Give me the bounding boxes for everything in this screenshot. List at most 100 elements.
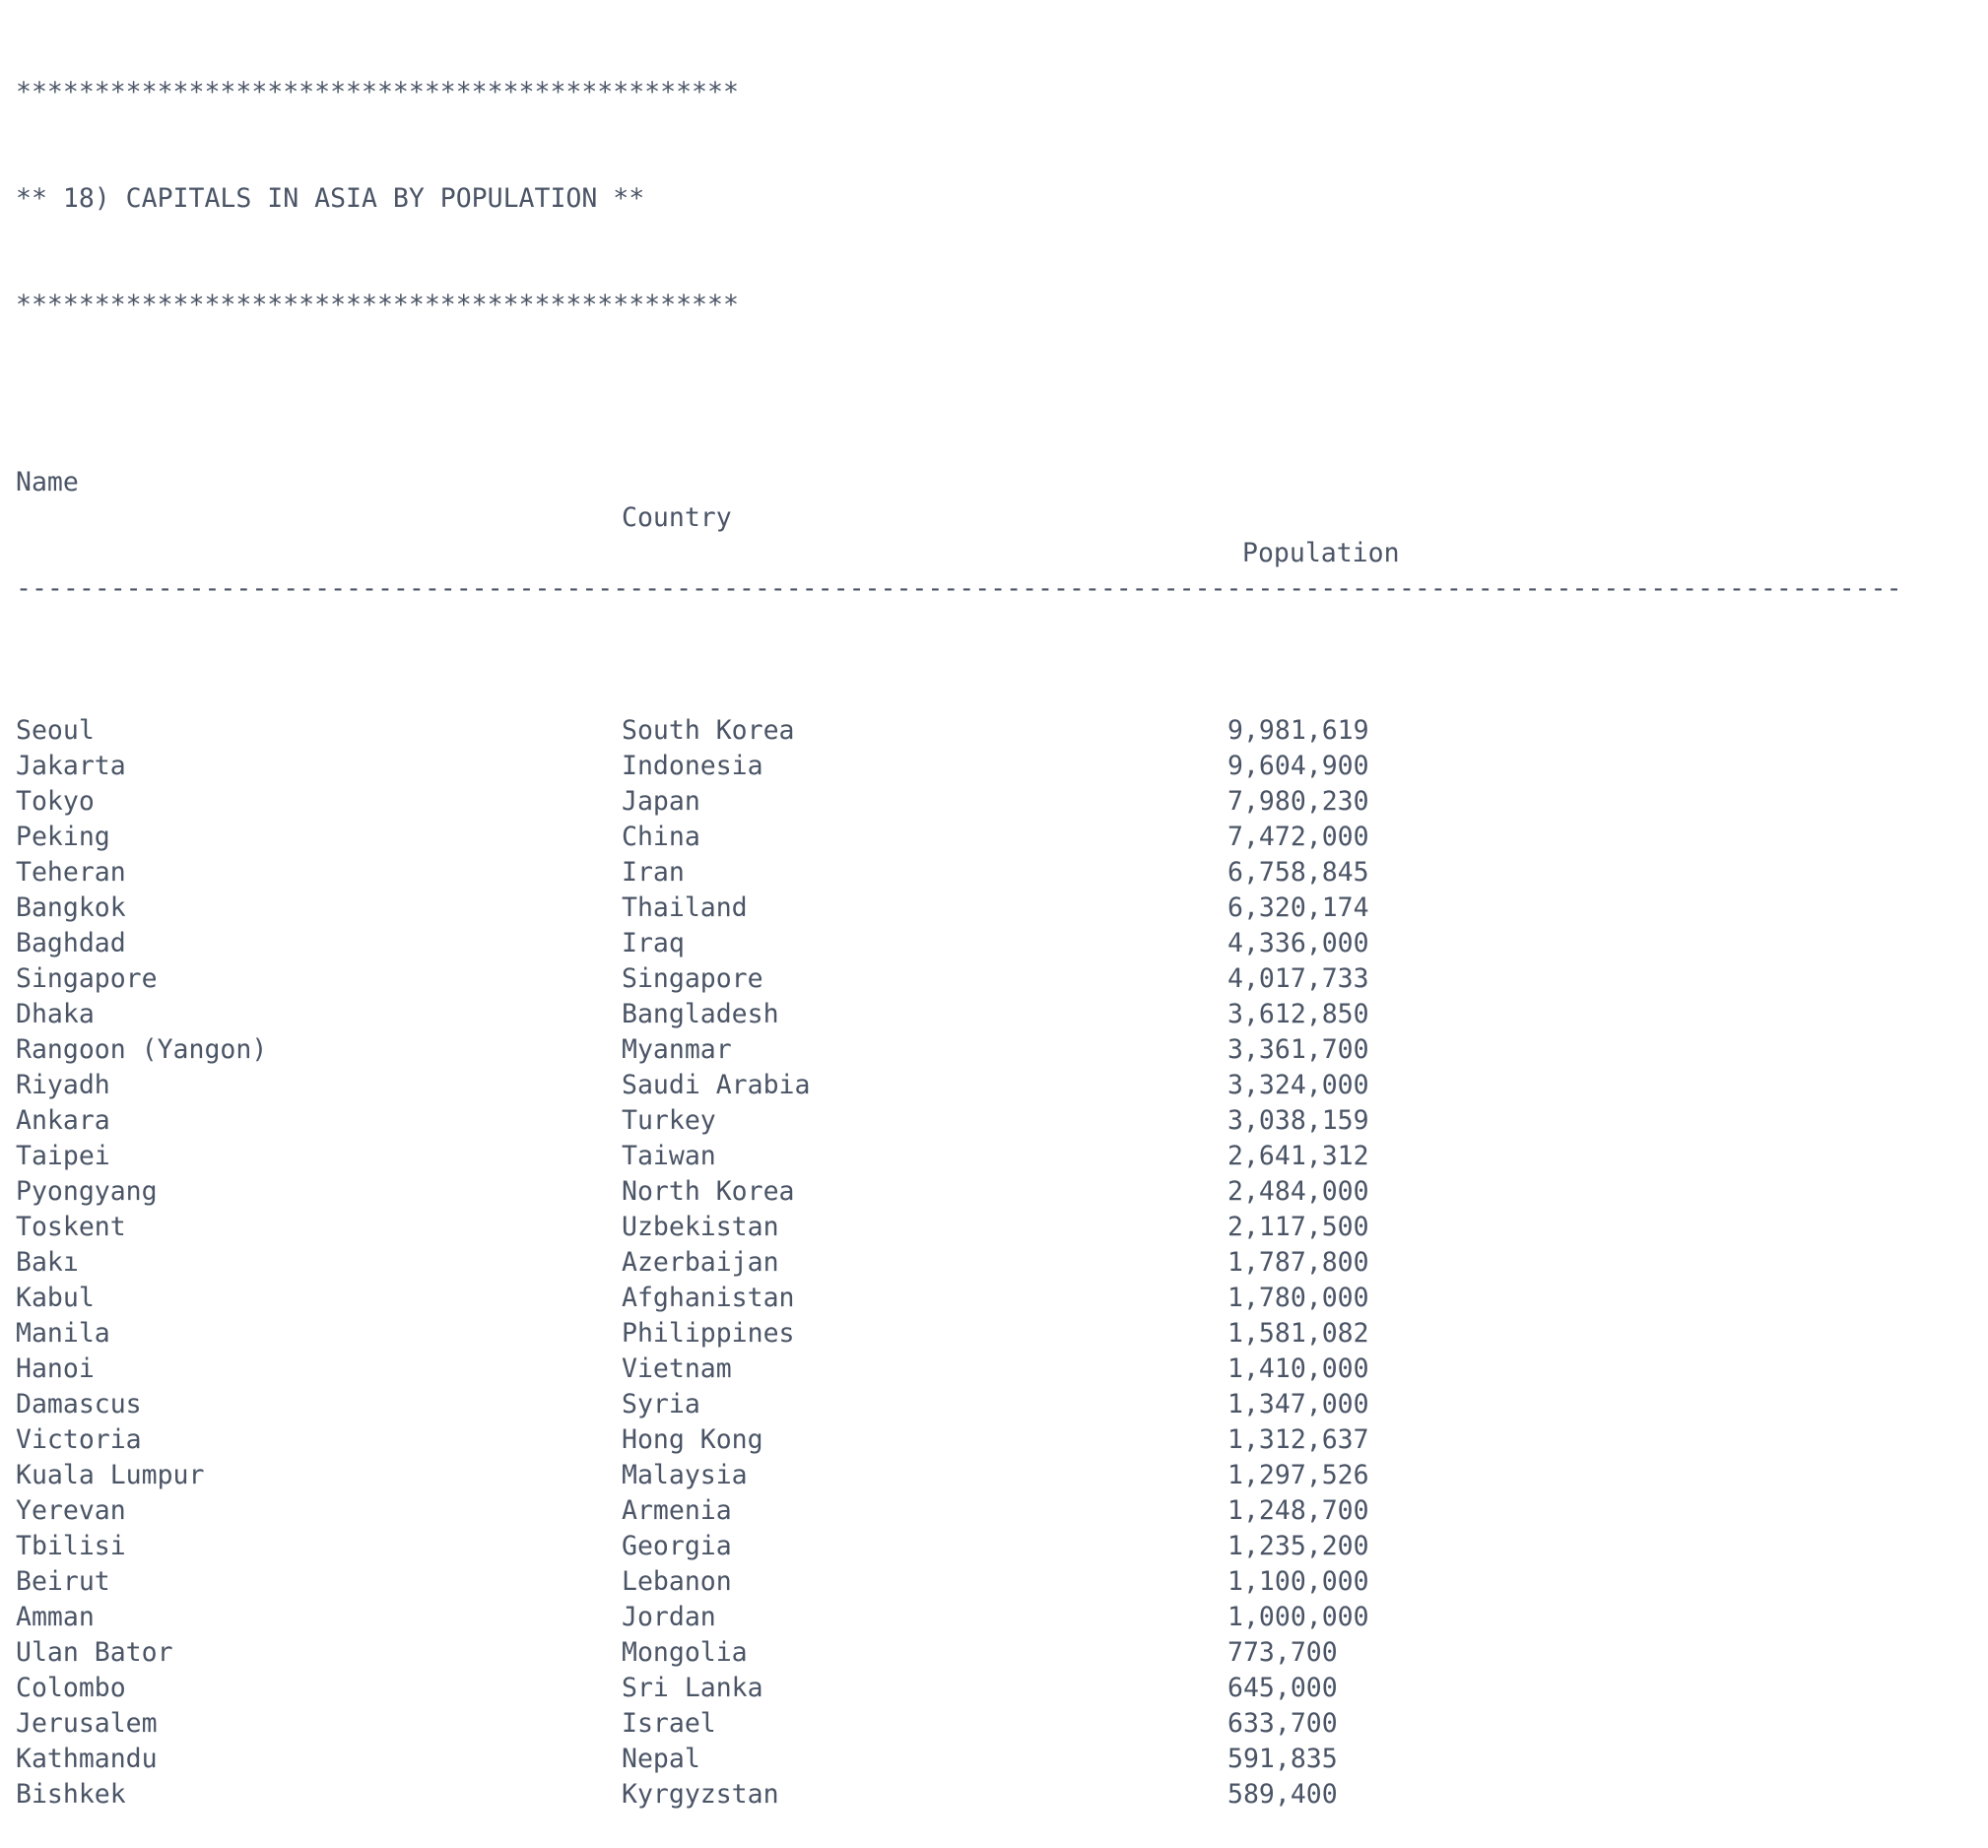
- cell-name: Teheran: [16, 857, 126, 888]
- cell-name: Rangoon (Yangon): [16, 1034, 268, 1065]
- cell-population: 1,347,000: [1227, 1389, 1369, 1419]
- cell-country: Indonesia: [622, 751, 763, 781]
- cell-population: 633,700: [1227, 1708, 1338, 1739]
- cell-population: 1,297,526: [1227, 1460, 1369, 1490]
- cell-population: 2,641,312: [1227, 1141, 1369, 1171]
- cell-country: Bangladesh: [622, 999, 779, 1029]
- table-row: Bishkek Kyrgyzstan 589,400: [16, 1777, 1976, 1813]
- cell-population: 4,017,733: [1227, 963, 1369, 994]
- table-row: Amman Jordan 1,000,000: [16, 1600, 1976, 1635]
- cell-population: 3,324,000: [1227, 1070, 1369, 1100]
- table-row: Pyongyang North Korea 2,484,000: [16, 1174, 1976, 1210]
- table-row: Damascus Syria 1,347,000: [16, 1387, 1976, 1422]
- cell-name: Ankara: [16, 1105, 110, 1136]
- cell-country: Myanmar: [622, 1034, 732, 1065]
- cell-population: 1,581,082: [1227, 1318, 1369, 1349]
- cell-country: Iraq: [622, 928, 685, 958]
- table-row: Bakı Azerbaijan 1,787,800: [16, 1245, 1976, 1281]
- cell-population: 589,400: [1227, 1779, 1338, 1810]
- banner-stars-top: ****************************************…: [16, 77, 739, 107]
- table-body: Seoul South Korea 9,981,619 Jakarta Indonesi…: [16, 713, 1976, 1813]
- table-row: Tbilisi Georgia 1,235,200: [16, 1529, 1976, 1564]
- cell-country: Uzbekistan: [622, 1212, 779, 1242]
- cell-population: 1,410,000: [1227, 1353, 1369, 1384]
- table-row: Seoul South Korea 9,981,619: [16, 713, 1976, 749]
- cell-name: Yerevan: [16, 1495, 126, 1526]
- cell-country: South Korea: [622, 715, 795, 746]
- cell-population: 7,472,000: [1227, 822, 1369, 852]
- cell-name: Tokyo: [16, 786, 95, 817]
- cell-country: Israel: [622, 1708, 716, 1739]
- cell-country: Singapore: [622, 963, 763, 994]
- table-row: Kathmandu Nepal 591,835: [16, 1742, 1976, 1777]
- cell-name: Tbilisi: [16, 1531, 126, 1561]
- cell-name: Colombo: [16, 1673, 126, 1703]
- cell-country: Georgia: [622, 1531, 732, 1561]
- table-row: Kuala Lumpur Malaysia 1,297,526: [16, 1458, 1976, 1493]
- cell-country: Philippines: [622, 1318, 795, 1349]
- table-row: Dhaka Bangladesh 3,612,850: [16, 997, 1976, 1032]
- table-row: Rangoon (Yangon) Myanmar 3,361,700: [16, 1032, 1976, 1068]
- table-row: Ulan Bator Mongolia 773,700: [16, 1635, 1976, 1671]
- cell-country: Saudi Arabia: [622, 1070, 811, 1100]
- cell-country: Nepal: [622, 1744, 700, 1774]
- cell-population: 1,248,700: [1227, 1495, 1369, 1526]
- cell-population: 645,000: [1227, 1673, 1338, 1703]
- cell-population: 7,980,230: [1227, 786, 1369, 817]
- table-row: Victoria Hong Kong 1,312,637: [16, 1422, 1976, 1458]
- cell-country: Jordan: [622, 1602, 716, 1632]
- cell-population: 1,235,200: [1227, 1531, 1369, 1561]
- cell-country: China: [622, 822, 700, 852]
- table-row: Taipei Taiwan 2,641,312: [16, 1139, 1976, 1174]
- cell-name: Bangkok: [16, 892, 126, 923]
- table-row: Bangkok Thailand 6,320,174: [16, 891, 1976, 926]
- cell-country: Vietnam: [622, 1353, 732, 1384]
- cell-name: Damascus: [16, 1389, 142, 1419]
- cell-name: Beirut: [16, 1566, 110, 1597]
- table-row: Jerusalem Israel 633,700: [16, 1706, 1976, 1742]
- table-row: Singapore Singapore 4,017,733: [16, 961, 1976, 997]
- cell-population: 9,604,900: [1227, 751, 1369, 781]
- cell-name: Baghdad: [16, 928, 126, 958]
- table-row: Yerevan Armenia 1,248,700: [16, 1493, 1976, 1529]
- cell-population: 3,361,700: [1227, 1034, 1369, 1065]
- cell-population: 2,117,500: [1227, 1212, 1369, 1242]
- cell-country: Mongolia: [622, 1637, 748, 1668]
- cell-name: Seoul: [16, 715, 95, 746]
- cell-name: Bishkek: [16, 1779, 126, 1810]
- table-row: Beirut Lebanon 1,100,000: [16, 1564, 1976, 1600]
- table-row: Jakarta Indonesia 9,604,900: [16, 749, 1976, 784]
- cell-country: Azerbaijan: [622, 1247, 779, 1278]
- console-output: ****************************************…: [16, 4, 1976, 1848]
- table-row: Peking China 7,472,000: [16, 820, 1976, 855]
- cell-country: North Korea: [622, 1176, 795, 1207]
- table-row: Riyadh Saudi Arabia 3,324,000: [16, 1068, 1976, 1103]
- cell-country: Syria: [622, 1389, 700, 1419]
- table-row: Colombo Sri Lanka 645,000: [16, 1671, 1976, 1706]
- cell-name: Bakı: [16, 1247, 79, 1278]
- cell-name: Taipei: [16, 1141, 110, 1171]
- cell-population: 6,758,845: [1227, 857, 1369, 888]
- cell-name: Singapore: [16, 963, 158, 994]
- cell-name: Ulan Bator: [16, 1637, 173, 1668]
- cell-population: 1,780,000: [1227, 1283, 1369, 1313]
- banner-stars-bottom: ****************************************…: [16, 290, 739, 320]
- banner-title: ** 18) CAPITALS IN ASIA BY POPULATION **: [16, 183, 645, 214]
- cell-population: 773,700: [1227, 1637, 1338, 1668]
- cell-country: Malaysia: [622, 1460, 748, 1490]
- cell-name: Peking: [16, 822, 110, 852]
- cell-population: 3,612,850: [1227, 999, 1369, 1029]
- cell-country: Iran: [622, 857, 685, 888]
- table-row: Ankara Turkey 3,038,159: [16, 1103, 1976, 1139]
- cell-population: 1,000,000: [1227, 1602, 1369, 1632]
- cell-population: 4,336,000: [1227, 928, 1369, 958]
- cell-country: Turkey: [622, 1105, 716, 1136]
- cell-country: Hong Kong: [622, 1424, 763, 1455]
- cell-name: Toskent: [16, 1212, 126, 1242]
- cell-population: 1,312,637: [1227, 1424, 1369, 1455]
- cell-name: Kabul: [16, 1283, 95, 1313]
- table-row: Toskent Uzbekistan 2,117,500: [16, 1210, 1976, 1245]
- header-country: Country: [622, 502, 732, 533]
- cell-country: Sri Lanka: [622, 1673, 763, 1703]
- table-row: Baghdad Iraq 4,336,000: [16, 926, 1976, 961]
